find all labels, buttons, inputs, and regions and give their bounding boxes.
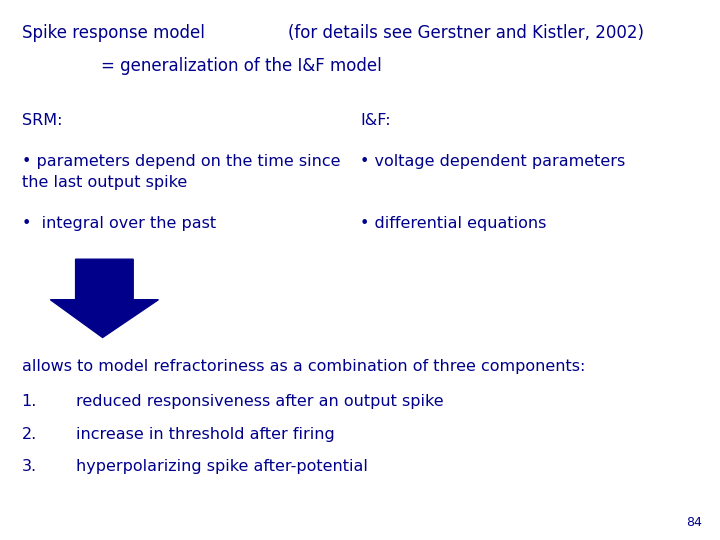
Text: •  integral over the past: • integral over the past <box>22 216 216 231</box>
Text: 3.: 3. <box>22 459 37 474</box>
Text: = generalization of the I&F model: = generalization of the I&F model <box>101 57 382 75</box>
Text: • parameters depend on the time since
the last output spike: • parameters depend on the time since th… <box>22 154 340 190</box>
Text: (for details see Gerstner and Kistler, 2002): (for details see Gerstner and Kistler, 2… <box>288 24 644 42</box>
Text: 2.: 2. <box>22 427 37 442</box>
Text: allows to model refractoriness as a combination of three components:: allows to model refractoriness as a comb… <box>22 359 585 374</box>
Text: Spike response model: Spike response model <box>22 24 204 42</box>
Text: SRM:: SRM: <box>22 113 62 129</box>
Text: I&F:: I&F: <box>360 113 391 129</box>
Polygon shape <box>50 259 158 338</box>
Text: 84: 84 <box>686 516 702 529</box>
Text: reduced responsiveness after an output spike: reduced responsiveness after an output s… <box>76 394 444 409</box>
Text: hyperpolarizing spike after-potential: hyperpolarizing spike after-potential <box>76 459 367 474</box>
Text: • voltage dependent parameters: • voltage dependent parameters <box>360 154 625 169</box>
Text: increase in threshold after firing: increase in threshold after firing <box>76 427 334 442</box>
Text: 1.: 1. <box>22 394 37 409</box>
Text: • differential equations: • differential equations <box>360 216 546 231</box>
